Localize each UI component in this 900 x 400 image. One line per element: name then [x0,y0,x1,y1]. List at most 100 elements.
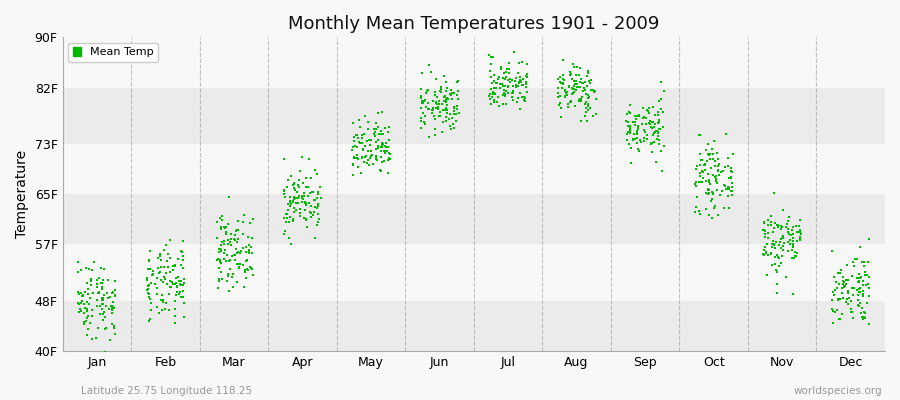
Point [760,252,775,258]
Point [581,70,596,76]
Point [229,246,243,252]
Point [371,110,385,116]
Point [767,241,781,247]
Point [437,107,452,113]
Point [177,280,192,286]
Point [831,270,845,276]
Point [352,138,366,145]
Point [515,59,529,66]
Point [294,195,309,201]
Point [520,71,535,77]
Point [629,140,643,146]
Point [165,279,179,285]
Point [299,202,313,208]
Point [785,246,799,253]
Point [644,124,658,131]
Point [567,103,581,110]
Point [688,181,703,188]
Point [374,148,388,154]
Point [157,274,171,280]
Point [705,196,719,202]
Point [450,78,464,84]
Point [356,140,370,146]
Point [242,247,256,253]
Point [773,235,788,242]
Point [725,150,740,157]
Point [652,119,667,125]
Point [554,100,568,106]
Point [436,119,451,126]
Point [487,77,501,84]
Point [765,244,779,250]
Point [859,282,873,289]
Point [106,299,121,305]
Point [518,73,533,80]
Point [174,262,188,268]
Point [105,303,120,310]
Point [780,247,795,254]
Point [142,294,157,300]
Point [82,266,96,272]
Point [283,214,297,220]
Point [242,250,256,256]
Point [688,178,703,185]
Point [704,165,718,171]
Point [78,304,93,311]
Point [854,310,868,316]
Point [511,60,526,66]
Point [710,162,724,169]
Point [699,158,714,164]
Point [434,84,448,90]
Point [173,288,187,295]
Point [825,289,840,295]
Point [759,250,773,256]
Point [725,180,740,186]
Point [417,98,431,105]
Point [105,303,120,309]
Point [368,129,382,136]
Point [362,162,376,168]
Point [650,136,664,142]
Point [307,196,321,203]
Point [93,310,107,317]
Point [835,310,850,317]
Point [84,282,98,288]
Point [709,178,724,184]
Point [782,230,796,237]
Point [841,288,855,294]
Point [92,275,106,282]
Point [706,172,720,178]
Point [444,87,458,94]
Point [304,214,319,220]
Point [430,94,445,100]
Point [346,120,360,126]
Point [218,225,232,232]
Point [149,275,164,282]
Point [223,266,238,273]
Point [627,130,642,137]
Point [289,206,303,213]
Point [483,91,498,97]
Point [414,94,428,101]
Point [277,191,292,197]
Point [651,128,665,134]
Point [170,288,184,295]
Bar [62,301,885,351]
Point [788,252,803,259]
Point [281,207,295,213]
Point [347,134,362,140]
Point [299,200,313,206]
Point [581,107,596,114]
Point [169,292,184,298]
Point [589,110,603,117]
Point [786,231,800,238]
Point [722,185,736,191]
Point [858,269,872,276]
Point [424,69,438,76]
Point [155,292,169,298]
Point [349,154,364,161]
Point [438,95,453,102]
Point [711,155,725,162]
Point [579,91,593,97]
Point [349,155,364,161]
